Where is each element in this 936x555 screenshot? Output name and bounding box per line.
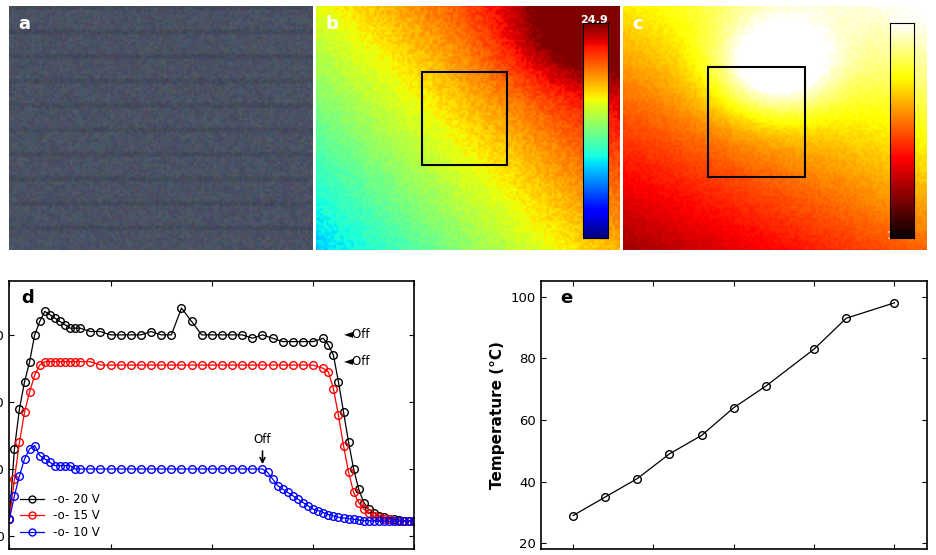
Text: ◄Off: ◄Off (344, 355, 370, 368)
Text: d: d (22, 289, 35, 307)
Text: 58.3: 58.3 (887, 16, 914, 26)
Text: 24.9: 24.9 (580, 16, 607, 26)
Text: a: a (19, 16, 31, 33)
Text: Off: Off (254, 432, 271, 462)
Text: e: e (560, 289, 573, 307)
Text: c: c (632, 16, 643, 33)
Text: 14.2: 14.2 (887, 231, 914, 241)
Text: 17.2: 17.2 (580, 231, 607, 241)
Y-axis label: Temperature (°C): Temperature (°C) (490, 341, 505, 490)
Text: b: b (325, 16, 338, 33)
Text: ◄Off: ◄Off (344, 329, 370, 341)
Legend: -o- 20 V, -o- 15 V, -o- 10 V: -o- 20 V, -o- 15 V, -o- 10 V (15, 488, 105, 543)
Bar (422, 72, 507, 165)
Bar (708, 67, 805, 177)
